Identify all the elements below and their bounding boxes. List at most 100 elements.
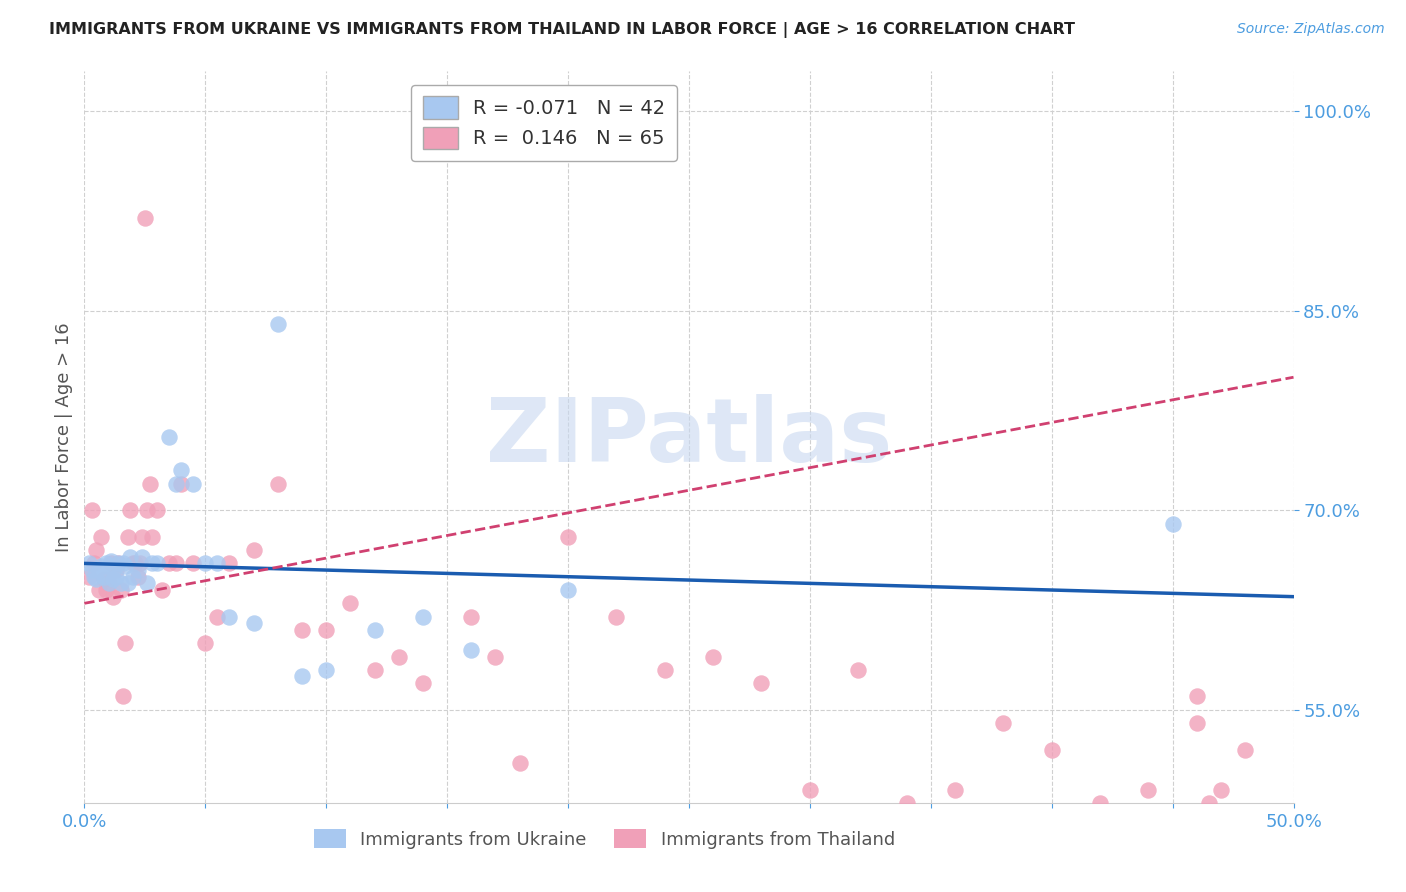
Point (181, 557, 204, 571)
Text: Source: ZipAtlas.com: Source: ZipAtlas.com (1237, 22, 1385, 37)
Point (218, 609, 240, 624)
Point (100, 557, 122, 571)
Point (104, 563, 127, 577)
Point (138, 476, 160, 491)
Point (242, 616, 264, 631)
Point (93, 570, 115, 584)
Point (146, 503, 169, 517)
Point (77, 570, 100, 584)
Point (100, 554, 122, 568)
Legend: Immigrants from Ukraine, Immigrants from Thailand: Immigrants from Ukraine, Immigrants from… (307, 822, 903, 856)
Point (1185, 716, 1208, 731)
Point (110, 576, 132, 591)
Point (127, 570, 149, 584)
Point (83, 570, 105, 584)
Point (170, 476, 193, 491)
Point (104, 570, 127, 584)
Text: IMMIGRANTS FROM UKRAINE VS IMMIGRANTS FROM THAILAND IN LABOR FORCE | AGE > 16 CO: IMMIGRANTS FROM UKRAINE VS IMMIGRANTS FR… (49, 22, 1076, 38)
Point (218, 557, 240, 571)
Point (751, 676, 773, 690)
Point (134, 211, 156, 225)
Point (114, 559, 136, 574)
Point (157, 557, 180, 571)
Point (460, 643, 482, 657)
Point (388, 649, 411, 664)
Point (80, 563, 103, 577)
Point (291, 669, 314, 683)
Point (1040, 742, 1063, 756)
Point (194, 636, 217, 650)
Point (157, 430, 180, 444)
Point (90, 559, 112, 574)
Point (1137, 782, 1160, 797)
Point (267, 317, 290, 331)
Point (131, 530, 153, 544)
Point (103, 563, 125, 577)
Point (117, 530, 139, 544)
Point (1198, 796, 1220, 810)
Point (194, 557, 217, 571)
Point (363, 663, 385, 677)
Point (557, 530, 579, 544)
Point (136, 503, 159, 517)
Point (93, 573, 115, 587)
Point (484, 649, 506, 664)
Point (87, 563, 110, 577)
Point (207, 609, 229, 624)
Point (146, 557, 169, 571)
Point (131, 549, 153, 564)
Point (129, 557, 152, 571)
Point (1088, 796, 1111, 810)
Point (654, 663, 676, 677)
Point (315, 663, 337, 677)
Point (94, 582, 117, 597)
Point (90, 530, 112, 544)
Point (114, 636, 136, 650)
Point (110, 582, 132, 597)
Point (97, 576, 120, 591)
Point (315, 623, 337, 637)
Point (363, 623, 385, 637)
Point (150, 582, 173, 597)
Point (165, 557, 187, 571)
Point (103, 573, 125, 587)
Point (702, 649, 724, 664)
Point (242, 543, 264, 558)
Point (80, 503, 103, 517)
Point (1234, 742, 1257, 756)
Point (124, 557, 146, 571)
Point (83, 557, 105, 571)
Point (170, 463, 193, 477)
Text: ZIPatlas: ZIPatlas (486, 393, 891, 481)
Point (799, 782, 821, 797)
Point (339, 596, 361, 610)
Point (121, 557, 143, 571)
Point (557, 582, 579, 597)
Point (86, 573, 108, 587)
Point (136, 576, 159, 591)
Point (207, 557, 229, 571)
Point (97, 576, 120, 591)
Point (291, 623, 314, 637)
Point (412, 609, 434, 624)
Point (460, 609, 482, 624)
Point (605, 609, 627, 624)
Point (993, 716, 1015, 731)
Point (86, 543, 108, 558)
Point (117, 576, 139, 591)
Point (121, 570, 143, 584)
Y-axis label: In Labor Force | Age > 16: In Labor Force | Age > 16 (55, 322, 73, 552)
Point (112, 690, 135, 704)
Point (896, 796, 918, 810)
Point (112, 557, 135, 571)
Point (77, 557, 100, 571)
Point (181, 476, 204, 491)
Point (165, 476, 187, 491)
Point (141, 557, 163, 571)
Point (107, 557, 129, 571)
Point (1161, 516, 1184, 531)
Point (943, 782, 966, 797)
Point (1209, 782, 1232, 797)
Point (127, 563, 149, 577)
Point (846, 663, 869, 677)
